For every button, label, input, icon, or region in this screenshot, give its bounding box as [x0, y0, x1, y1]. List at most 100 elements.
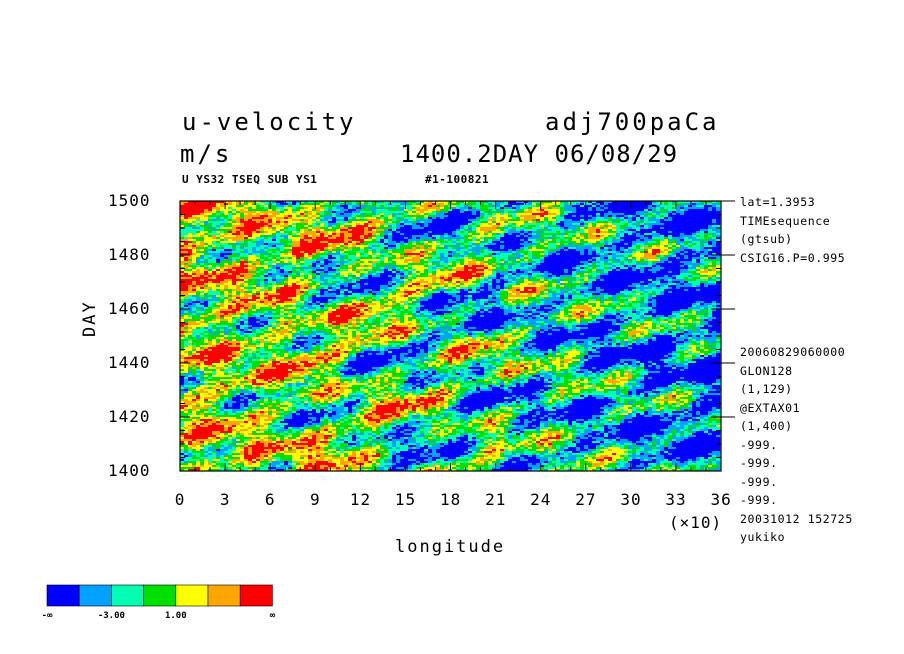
heat-cell — [600, 243, 605, 246]
heat-cell — [696, 255, 701, 258]
heat-cell — [624, 245, 629, 248]
heat-cell — [332, 207, 337, 210]
heat-cell — [496, 219, 501, 222]
heat-cell — [616, 213, 621, 216]
heat-cell — [392, 243, 397, 246]
heat-cell — [212, 203, 217, 206]
heat-cell — [380, 249, 385, 252]
heat-cell — [536, 209, 541, 212]
heat-cell — [504, 203, 509, 206]
heat-cell — [524, 203, 529, 206]
heat-cell — [204, 225, 209, 228]
heat-cell — [340, 233, 345, 236]
heat-cell — [632, 263, 637, 266]
heat-cell — [296, 227, 301, 230]
heat-cell — [332, 209, 337, 212]
heat-cell — [600, 255, 605, 258]
heat-cell — [352, 223, 357, 226]
heat-cell — [288, 265, 293, 268]
heat-cell — [684, 201, 689, 204]
heat-cell — [280, 271, 285, 274]
heat-cell — [276, 271, 281, 274]
heat-cell — [584, 255, 589, 258]
heat-cell — [312, 243, 317, 246]
heat-cell — [632, 243, 637, 246]
heat-cell — [712, 229, 717, 232]
heat-cell — [320, 231, 325, 234]
heat-cell — [712, 241, 717, 244]
heat-cell — [652, 215, 657, 218]
heat-cell — [300, 251, 305, 254]
heat-cell — [340, 239, 345, 242]
heat-cell — [704, 261, 709, 264]
heat-cell — [536, 205, 541, 208]
heat-cell — [580, 229, 585, 232]
heat-cell — [712, 263, 717, 266]
heat-cell — [424, 269, 429, 272]
heat-cell — [256, 237, 261, 240]
heat-cell — [352, 267, 357, 270]
heat-cell — [420, 203, 425, 206]
heat-cell — [596, 255, 601, 258]
heat-cell — [256, 225, 261, 228]
heat-cell — [428, 219, 433, 222]
heat-cell — [184, 263, 189, 266]
heat-cell — [184, 259, 189, 262]
heat-cell — [692, 261, 697, 264]
heat-cell — [204, 259, 209, 262]
heat-cell — [440, 201, 445, 204]
heat-cell — [356, 263, 361, 266]
heat-cell — [256, 235, 261, 238]
heat-cell — [616, 223, 621, 226]
heat-cell — [556, 229, 561, 232]
heat-cell — [340, 227, 345, 230]
heat-cell — [512, 223, 517, 226]
heat-cell — [296, 251, 301, 254]
heat-cell — [284, 227, 289, 230]
heat-cell — [400, 219, 405, 222]
heat-cell — [384, 205, 389, 208]
heat-cell — [480, 255, 485, 258]
heat-cell — [400, 235, 405, 238]
heat-cell — [468, 215, 473, 218]
heat-cell — [200, 245, 205, 248]
heat-cell — [256, 209, 261, 212]
heat-cell — [476, 257, 481, 260]
heat-cell — [272, 271, 277, 274]
heat-cell — [360, 229, 365, 232]
heat-cell — [244, 271, 249, 274]
heat-cell — [692, 253, 697, 256]
heat-cell — [684, 203, 689, 206]
heat-cell — [280, 207, 285, 210]
heat-cell — [588, 221, 593, 224]
heat-cell — [376, 245, 381, 248]
heat-cell — [224, 227, 229, 230]
heat-cell — [608, 201, 613, 204]
heat-cell — [388, 239, 393, 242]
heat-cell — [644, 223, 649, 226]
heat-cell — [692, 203, 697, 206]
heat-cell — [200, 221, 205, 224]
heat-cell — [284, 215, 289, 218]
heat-cell — [516, 231, 521, 234]
heat-cell — [472, 233, 477, 236]
heat-cell — [272, 219, 277, 222]
heat-cell — [264, 255, 269, 258]
heat-cell — [580, 249, 585, 252]
heat-cell — [320, 209, 325, 212]
heat-cell — [316, 263, 321, 266]
heat-cell — [548, 223, 553, 226]
heat-cell — [452, 261, 457, 264]
heat-cell — [716, 239, 721, 242]
heat-cell — [280, 259, 285, 262]
heat-cell — [420, 227, 425, 230]
heat-cell — [412, 273, 417, 276]
heat-cell — [272, 259, 277, 262]
heat-cell — [656, 225, 661, 228]
heat-cell — [568, 271, 573, 274]
heat-cell — [396, 227, 401, 230]
heat-cell — [500, 225, 505, 228]
heat-cell — [304, 201, 309, 204]
heat-cell — [636, 221, 641, 224]
heat-cell — [348, 205, 353, 208]
